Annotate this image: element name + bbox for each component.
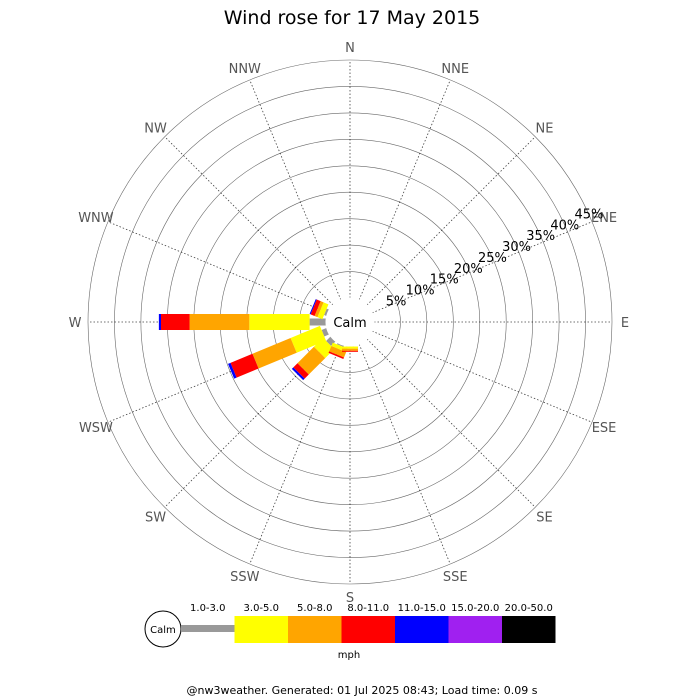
bar-sw-bin-5 bbox=[291, 367, 305, 381]
direction-label-nnw: NNW bbox=[229, 62, 261, 77]
direction-label-ssw: SSW bbox=[230, 570, 260, 585]
bar-wsw-bin-5 bbox=[228, 362, 237, 379]
ring-label-1: 5% bbox=[386, 294, 407, 309]
ring-label-5: 25% bbox=[478, 251, 507, 266]
ring-label-3: 15% bbox=[430, 273, 459, 288]
chart-title: Wind rose for 17 May 2015 bbox=[224, 7, 481, 29]
bar-sw-bin-3 bbox=[297, 346, 326, 375]
bar-wnw-bin-4 bbox=[310, 299, 321, 316]
wind-bars bbox=[158, 299, 358, 381]
grid-ring-9 bbox=[87, 59, 613, 585]
legend-label-3: 5.0-8.0 bbox=[297, 603, 332, 614]
spoke-ene bbox=[372, 221, 593, 314]
ring-label-7: 35% bbox=[526, 229, 555, 244]
direction-label-nne: NNE bbox=[441, 62, 469, 77]
bar-ssw-bin-2 bbox=[331, 342, 348, 353]
ring-label-6: 30% bbox=[502, 240, 531, 255]
bar-wnw-bin-3 bbox=[314, 301, 324, 318]
legend-swatch-2 bbox=[234, 616, 288, 643]
calm-label: Calm bbox=[333, 316, 366, 331]
direction-label-sw: SW bbox=[145, 510, 166, 525]
direction-label-w: W bbox=[69, 316, 82, 331]
direction-label-wsw: WSW bbox=[79, 421, 113, 436]
bar-ssw-bin-4 bbox=[328, 351, 344, 359]
ring-label-4: 20% bbox=[454, 262, 483, 277]
spoke-sse bbox=[358, 344, 451, 565]
direction-spokes bbox=[88, 60, 612, 584]
legend-swatch-1 bbox=[181, 625, 235, 632]
spoke-wnw bbox=[107, 221, 328, 314]
direction-label-ne: NE bbox=[535, 122, 553, 137]
legend-label-2: 3.0-5.0 bbox=[244, 603, 279, 614]
direction-label-s: S bbox=[346, 591, 354, 606]
spoke-nnw bbox=[249, 79, 342, 300]
ring-label-9: 45% bbox=[574, 208, 603, 223]
legend-swatch-3 bbox=[288, 616, 342, 643]
calm-center: Calm bbox=[325, 297, 375, 347]
legend-swatch-4 bbox=[341, 616, 395, 643]
legend-unit: mph bbox=[338, 650, 360, 661]
ring-label-8: 40% bbox=[550, 218, 579, 233]
ring-label-2: 10% bbox=[406, 283, 435, 298]
bar-sw-bin-4 bbox=[293, 363, 309, 379]
direction-label-sse: SSE bbox=[443, 570, 468, 585]
direction-label-nw: NW bbox=[144, 122, 167, 137]
footer-text: @nw3weather. Generated: 01 Jul 2025 08:4… bbox=[187, 684, 538, 697]
grid-ring-8 bbox=[114, 86, 586, 558]
spoke-ese bbox=[372, 330, 593, 423]
legend-swatch-6 bbox=[448, 616, 502, 643]
bar-sw-bin-2 bbox=[313, 337, 335, 359]
legend-swatch-5 bbox=[395, 616, 449, 643]
speed-legend: Calm mph 1.0-3.0 3.0-5.0 5.0-8.0 8.0-11.0 11… bbox=[144, 603, 556, 661]
direction-label-wnw: WNW bbox=[78, 211, 114, 226]
bar-wsw-bin-4 bbox=[230, 353, 259, 378]
legend-calm-label: Calm bbox=[150, 625, 176, 636]
grid-ring-7 bbox=[140, 112, 560, 532]
ring-labels: 5%10%15%20%25%30%35%40%45% bbox=[386, 208, 604, 310]
spoke-nne bbox=[358, 79, 451, 300]
spoke-se bbox=[366, 338, 536, 508]
bar-wsw-bin-3 bbox=[252, 337, 297, 369]
direction-label-ene: ENE bbox=[591, 211, 617, 226]
direction-label-se: SE bbox=[536, 510, 552, 525]
bar-ssw-bin-3 bbox=[329, 345, 347, 358]
spoke-ne bbox=[366, 136, 536, 306]
legend-label-1: 1.0-3.0 bbox=[190, 603, 225, 614]
bar-wsw-bin-1 bbox=[321, 327, 330, 337]
bar-wnw-bin-2 bbox=[317, 302, 329, 320]
legend-label-5: 11.0-15.0 bbox=[398, 603, 446, 614]
calm-circle bbox=[325, 297, 375, 347]
direction-label-e: E bbox=[621, 316, 629, 331]
spoke-ssw bbox=[249, 344, 342, 565]
legend-label-6: 15.0-20.0 bbox=[451, 603, 499, 614]
legend-label-4: 8.0-11.0 bbox=[347, 603, 389, 614]
direction-label-ese: ESE bbox=[592, 421, 617, 436]
direction-labels: N NNE NE ENE E ESE SE SSE S SSW SW WSW W WNW NW NNW bbox=[69, 41, 630, 606]
direction-label-n: N bbox=[345, 41, 355, 56]
bar-sw-bin-1 bbox=[326, 336, 336, 346]
bar-wsw-bin-2 bbox=[290, 325, 327, 353]
legend-swatch-7 bbox=[502, 616, 556, 643]
spoke-nw bbox=[164, 136, 334, 306]
legend-label-7: 20.0-50.0 bbox=[505, 603, 553, 614]
